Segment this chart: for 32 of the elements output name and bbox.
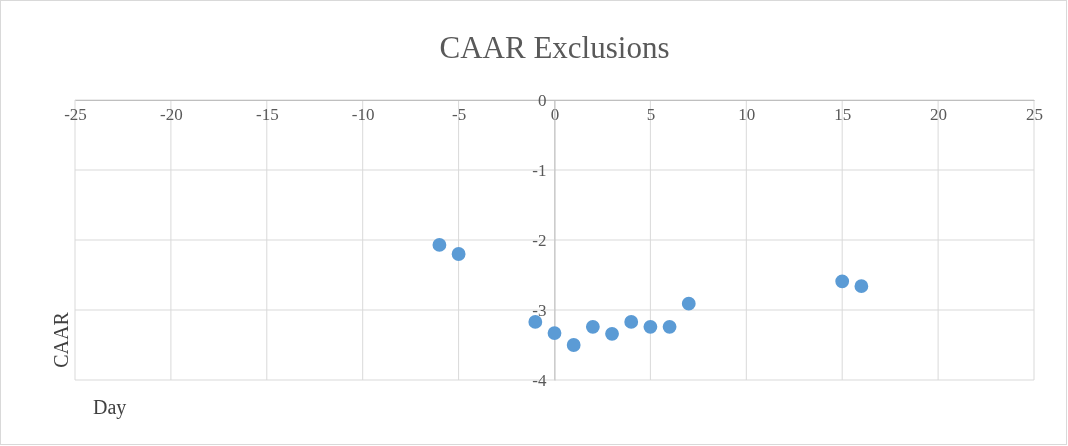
x-tick-label: 15 [834, 105, 852, 125]
x-tick-label: 25 [1026, 105, 1043, 125]
point [624, 315, 639, 329]
point [835, 274, 850, 289]
point [566, 338, 581, 352]
x-tick-label: 0 [550, 105, 560, 125]
x-tick-label: 5 [646, 105, 656, 125]
y-tick-label: -3 [532, 300, 547, 320]
point [547, 326, 562, 340]
x-tick-label: -10 [351, 105, 375, 125]
point [662, 319, 677, 334]
y-tick-label: -4 [532, 370, 547, 390]
x-tick-label: -20 [160, 105, 183, 125]
point [451, 247, 466, 261]
x-tick-label: 10 [738, 105, 756, 125]
y-axis-title: CAAR [50, 311, 72, 368]
point [681, 296, 696, 311]
point [585, 319, 600, 334]
point [854, 279, 869, 294]
x-tick-label: -25 [64, 105, 87, 125]
point [528, 315, 543, 329]
x-tick-label: -5 [452, 105, 467, 125]
y-tick-label: -2 [532, 230, 547, 250]
y-tick-label: 0 [538, 90, 547, 110]
x-tick-label: -15 [255, 105, 279, 125]
point [605, 326, 619, 341]
point [432, 238, 447, 252]
point [643, 319, 658, 334]
x-tick-label: 20 [930, 105, 948, 125]
y-tick-label: -1 [532, 160, 547, 180]
x-axis-title: Day [93, 396, 127, 419]
chart-title: CAAR Exclusions [439, 30, 670, 65]
